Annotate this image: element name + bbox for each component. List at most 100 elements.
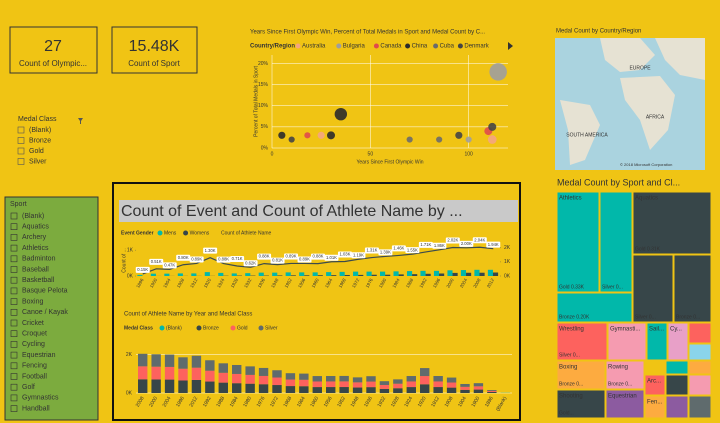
bar[interactable] (304, 275, 310, 276)
treemap-tile[interactable] (605, 360, 645, 390)
bar-segment[interactable] (379, 384, 390, 389)
treemap-tile[interactable] (644, 395, 666, 419)
bar-segment[interactable] (164, 366, 175, 380)
bar-segment[interactable] (138, 353, 148, 367)
bar-segment[interactable] (232, 373, 242, 384)
bar[interactable] (406, 271, 413, 276)
bar-segment[interactable] (406, 376, 416, 382)
bar[interactable] (439, 273, 445, 276)
bar-segment[interactable] (339, 381, 349, 388)
bar[interactable] (479, 272, 485, 276)
checkbox[interactable] (10, 351, 18, 359)
bar-segment[interactable] (420, 368, 430, 377)
treemap-tile[interactable] (605, 389, 645, 419)
treemap-tile[interactable] (632, 191, 712, 255)
bar-segment[interactable] (352, 382, 363, 388)
treemap-tile[interactable] (688, 395, 712, 419)
bar[interactable] (412, 274, 418, 276)
treemap-tile[interactable] (688, 322, 712, 344)
bar[interactable] (218, 272, 224, 276)
treemap-tile[interactable] (556, 322, 608, 361)
bar-segment[interactable] (285, 373, 296, 380)
bar-segment[interactable] (178, 380, 188, 393)
checkbox[interactable] (10, 276, 18, 284)
treemap-tile[interactable] (665, 360, 689, 375)
bar[interactable] (326, 272, 332, 276)
bar-segment[interactable] (433, 376, 443, 382)
checkbox[interactable] (10, 244, 18, 252)
bar[interactable] (312, 272, 318, 276)
bar-segment[interactable] (178, 368, 188, 381)
checkbox[interactable] (10, 212, 18, 220)
bar-segment[interactable] (312, 376, 322, 382)
checkbox[interactable] (10, 383, 18, 391)
bar[interactable] (371, 274, 377, 276)
bar-segment[interactable] (272, 377, 282, 386)
bar-segment[interactable] (232, 364, 242, 374)
bar[interactable] (447, 270, 453, 276)
bar-segment[interactable] (205, 360, 215, 371)
bar-segment[interactable] (379, 381, 390, 385)
bar[interactable] (290, 275, 296, 276)
bar-segment[interactable] (258, 384, 269, 393)
bar-segment[interactable] (205, 370, 215, 382)
bar-segment[interactable] (151, 354, 161, 367)
checkbox[interactable] (10, 405, 18, 412)
bar[interactable] (331, 275, 337, 276)
bar-segment[interactable] (487, 390, 497, 392)
bar-segment[interactable] (191, 355, 202, 368)
bar[interactable] (398, 274, 404, 276)
bar-segment[interactable] (326, 381, 336, 388)
bar[interactable] (317, 275, 323, 276)
bar-segment[interactable] (245, 383, 255, 393)
bar-segment[interactable] (164, 379, 175, 393)
bar-segment[interactable] (258, 375, 269, 385)
bar[interactable] (487, 269, 493, 276)
bar-segment[interactable] (151, 379, 161, 393)
bar[interactable] (258, 272, 264, 276)
bar-segment[interactable] (460, 386, 470, 390)
bubble[interactable] (489, 63, 507, 81)
checkbox[interactable] (10, 362, 18, 370)
bar-segment[interactable] (339, 375, 349, 382)
bar-segment[interactable] (191, 379, 202, 393)
checkbox[interactable] (17, 158, 25, 165)
bar-segment[interactable] (406, 387, 416, 393)
checkbox[interactable] (17, 126, 25, 134)
treemap-tile[interactable] (607, 322, 647, 361)
bar[interactable] (339, 271, 345, 276)
checkbox[interactable] (10, 266, 18, 273)
legend-next[interactable] (508, 42, 513, 50)
filter-icon[interactable] (78, 118, 83, 124)
bubble[interactable] (455, 131, 463, 139)
bar-segment[interactable] (393, 388, 403, 393)
bar-segment[interactable] (138, 366, 148, 380)
treemap-tile[interactable] (646, 322, 668, 361)
bar[interactable] (466, 272, 472, 276)
bar[interactable] (380, 271, 386, 276)
treemap-tile[interactable] (688, 374, 712, 396)
bar-segment[interactable] (379, 388, 390, 393)
bar-segment[interactable] (258, 367, 269, 376)
bar-segment[interactable] (164, 354, 175, 367)
treemap-tile[interactable] (599, 191, 633, 293)
bar-segment[interactable] (473, 386, 484, 390)
bar-segment[interactable] (245, 366, 255, 375)
bar-segment[interactable] (406, 381, 416, 388)
checkbox[interactable] (10, 330, 18, 338)
bar[interactable] (358, 274, 364, 276)
bar-segment[interactable] (473, 389, 484, 393)
bar-segment[interactable] (218, 363, 228, 373)
bar-segment[interactable] (446, 387, 457, 393)
bar[interactable] (366, 271, 372, 276)
bubble[interactable] (436, 136, 443, 143)
treemap-tile[interactable] (665, 374, 689, 396)
bar-segment[interactable] (285, 379, 296, 387)
treemap-tile[interactable] (688, 360, 712, 375)
bar[interactable] (272, 272, 278, 276)
bar-segment[interactable] (339, 387, 349, 393)
bar[interactable] (137, 274, 143, 276)
treemap-tile[interactable] (556, 191, 600, 293)
bar-segment[interactable] (245, 374, 255, 384)
checkbox[interactable] (10, 394, 18, 402)
